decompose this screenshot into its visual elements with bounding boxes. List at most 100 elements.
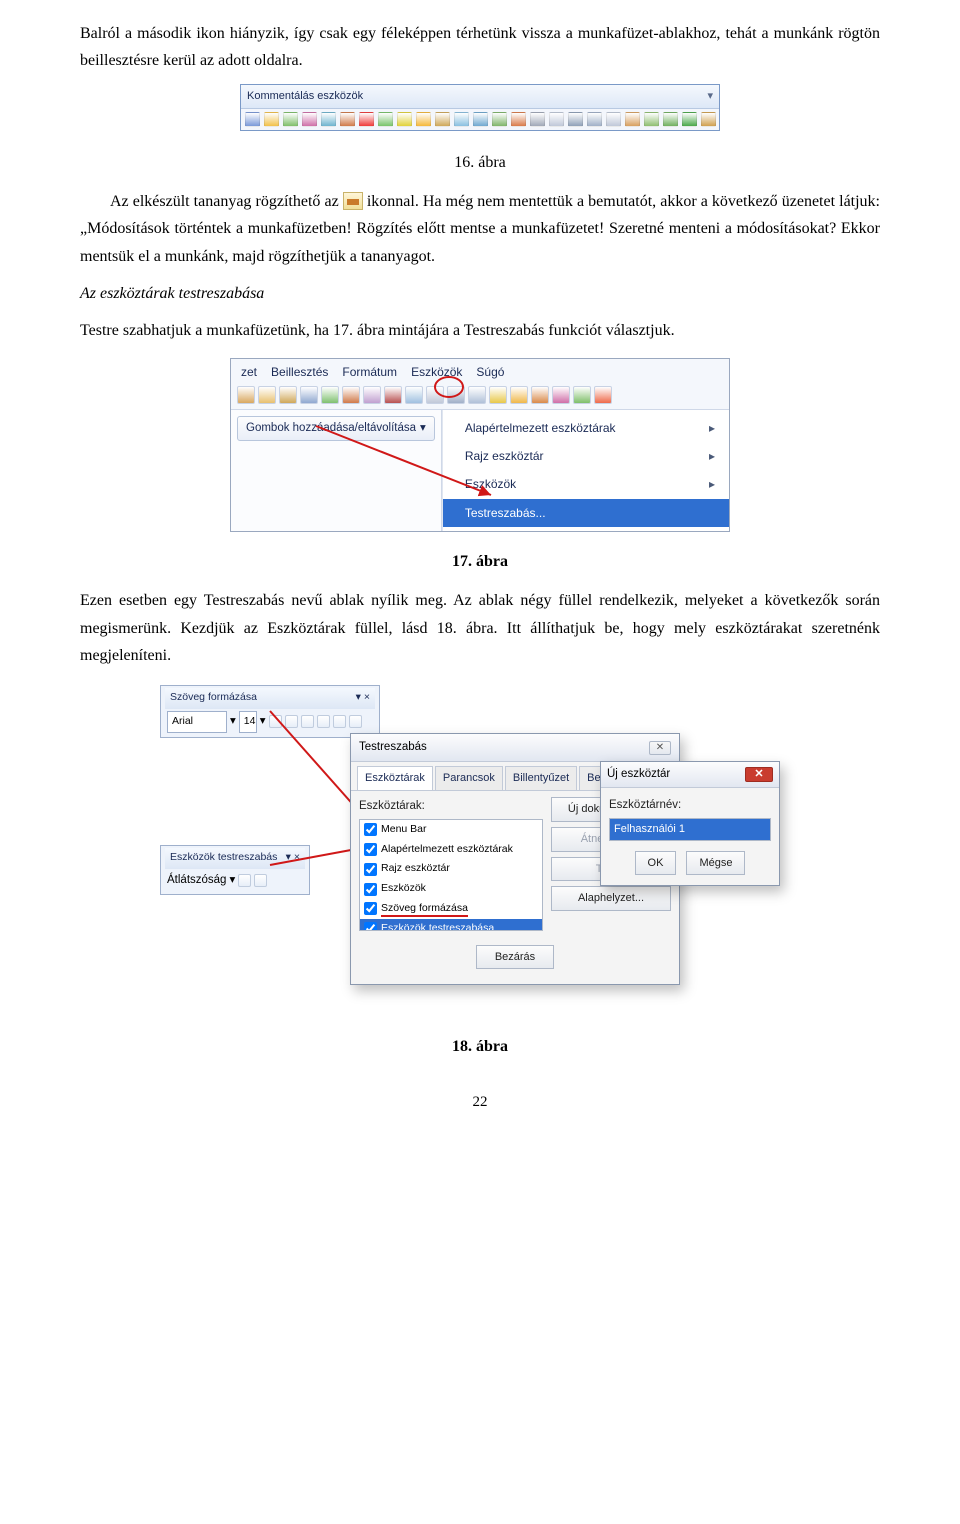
toolbar-icon[interactable]: [663, 112, 678, 127]
list-item[interactable]: Eszközök testreszabása: [360, 919, 542, 931]
list-item[interactable]: Szöveg formázása: [360, 899, 542, 919]
chevron-down-icon: ▾: [707, 87, 713, 106]
paragraph: Testre szabhatjuk a munkafüzetünk, ha 17…: [80, 317, 880, 344]
toolbar-icon[interactable]: [397, 112, 412, 127]
menu-body: Gombok hozzáadása/eltávolítása ▾ Alapért…: [231, 410, 729, 532]
add-remove-buttons-dropdown[interactable]: Gombok hozzáadása/eltávolítása ▾: [237, 416, 435, 442]
toolbar-icon[interactable]: [625, 112, 640, 127]
submenu-item[interactable]: Testreszabás...: [443, 499, 729, 527]
ribbon-icon[interactable]: [447, 386, 465, 404]
toolbar-icon[interactable]: [416, 112, 431, 127]
ribbon-icon[interactable]: [279, 386, 297, 404]
ribbon-icon[interactable]: [321, 386, 339, 404]
submenu: Alapértelmezett eszköztárak▸Rajz eszközt…: [442, 410, 729, 532]
cancel-button[interactable]: Mégse: [686, 851, 745, 876]
list-checkbox[interactable]: [364, 902, 377, 915]
ribbon-icon[interactable]: [342, 386, 360, 404]
toolbar-icon[interactable]: [644, 112, 659, 127]
toolbar-icon[interactable]: [321, 112, 336, 127]
ribbon-icon[interactable]: [384, 386, 402, 404]
toolbars-listbox[interactable]: Menu BarAlapértelmezett eszköztárakRajz …: [359, 819, 543, 931]
close-icon[interactable]: ✕: [745, 767, 773, 782]
submenu-item-label: Eszközök: [465, 474, 516, 494]
submenu-item[interactable]: Rajz eszköztár▸: [443, 442, 729, 470]
submenu-item-label: Testreszabás...: [465, 503, 546, 523]
list-checkbox[interactable]: [364, 863, 377, 876]
menubar-item[interactable]: Formátum: [342, 362, 397, 382]
ribbon-icon[interactable]: [468, 386, 486, 404]
toolbar-icon[interactable]: [283, 112, 298, 127]
ribbon-icon[interactable]: [300, 386, 318, 404]
chevron-right-icon: ▸: [709, 418, 715, 438]
menubar-item[interactable]: Beillesztés: [271, 362, 328, 382]
ribbon-icon[interactable]: [426, 386, 444, 404]
dialog-side-button[interactable]: Alaphelyzet...: [551, 886, 671, 911]
list-checkbox[interactable]: [364, 823, 377, 836]
close-icon[interactable]: ✕: [649, 741, 671, 755]
dropdown-label: Gombok hozzáadása/eltávolítása: [246, 419, 416, 439]
list-item[interactable]: Menu Bar: [360, 820, 542, 840]
dialog-title-text: Testreszabás: [359, 738, 427, 758]
toolbar-icon[interactable]: [587, 112, 602, 127]
toolbar-icon[interactable]: [549, 112, 564, 127]
ribbon-icon[interactable]: [237, 386, 255, 404]
list-item-label: Eszközök testreszabása: [381, 920, 494, 931]
submenu-item[interactable]: Eszközök ▸: [443, 470, 729, 498]
dialog-footer: Bezárás: [351, 939, 679, 985]
list-item-label: Rajz eszköztár: [381, 860, 450, 878]
toolbar-icon[interactable]: [378, 112, 393, 127]
toolbar-icon[interactable]: [340, 112, 355, 127]
toolbar-icon[interactable]: [473, 112, 488, 127]
toolbar-icon[interactable]: [359, 112, 374, 127]
toolbar-icon[interactable]: [264, 112, 279, 127]
toolbar-icon[interactable]: [701, 112, 716, 127]
ribbon-icon[interactable]: [510, 386, 528, 404]
toolbar-icon[interactable]: [454, 112, 469, 127]
toolbar-screenshot: Kommentálás eszközök ▾: [240, 84, 720, 131]
menu-bar: zet Beillesztés Formátum Eszközök Súgó: [231, 359, 729, 382]
ribbon-icon[interactable]: [363, 386, 381, 404]
ribbon-icon[interactable]: [489, 386, 507, 404]
list-item[interactable]: Alapértelmezett eszköztárak: [360, 840, 542, 860]
text: Az elkészült tananyag rögzíthető az: [110, 193, 343, 210]
close-button[interactable]: Bezárás: [476, 945, 554, 970]
ribbon-icon[interactable]: [405, 386, 423, 404]
dialog-tab[interactable]: Eszköztárak: [357, 766, 433, 790]
dialog-tab[interactable]: Billentyűzet: [505, 766, 577, 790]
ribbon-icon[interactable]: [573, 386, 591, 404]
list-checkbox[interactable]: [364, 883, 377, 896]
menubar-item[interactable]: Súgó: [476, 362, 504, 382]
list-item[interactable]: Rajz eszköztár: [360, 859, 542, 879]
dialog-body: Eszköztárnév: Felhasználói 1: [601, 788, 779, 846]
toolbar-icon[interactable]: [245, 112, 260, 127]
ribbon-row: [231, 383, 729, 410]
chevron-right-icon: ▸: [709, 474, 715, 494]
ribbon-icon[interactable]: [531, 386, 549, 404]
toolbar-icon[interactable]: [511, 112, 526, 127]
toolbar-name-input[interactable]: Felhasználói 1: [609, 818, 771, 841]
button-strip: Gombok hozzáadása/eltávolítása ▾: [231, 410, 442, 532]
list-item[interactable]: Eszközök: [360, 879, 542, 899]
menubar-item[interactable]: zet: [241, 362, 257, 382]
toolbar-icon[interactable]: [302, 112, 317, 127]
underlined-label: Szöveg formázása: [381, 902, 468, 917]
ok-button[interactable]: OK: [635, 851, 677, 876]
list-checkbox[interactable]: [364, 843, 377, 856]
ribbon-icon[interactable]: [594, 386, 612, 404]
dialog-tab[interactable]: Parancsok: [435, 766, 503, 790]
toolbar-icon[interactable]: [606, 112, 621, 127]
page-number: 22: [80, 1090, 880, 1116]
toolbar-icon[interactable]: [682, 112, 697, 127]
menubar-item[interactable]: Eszközök: [411, 362, 462, 382]
submenu-item[interactable]: Alapértelmezett eszköztárak▸: [443, 414, 729, 442]
new-toolbar-dialog: Új eszköztár ✕ Eszköztárnév: Felhasználó…: [600, 761, 780, 886]
toolbar-icon[interactable]: [492, 112, 507, 127]
ribbon-icon[interactable]: [258, 386, 276, 404]
toolbar-icon[interactable]: [530, 112, 545, 127]
toolbar-icon[interactable]: [435, 112, 450, 127]
paragraph: Az elkészült tananyag rögzíthető az ikon…: [80, 188, 880, 270]
figure-caption: 18. ábra: [80, 1033, 880, 1060]
list-checkbox[interactable]: [364, 922, 377, 930]
toolbar-icon[interactable]: [568, 112, 583, 127]
ribbon-icon[interactable]: [552, 386, 570, 404]
